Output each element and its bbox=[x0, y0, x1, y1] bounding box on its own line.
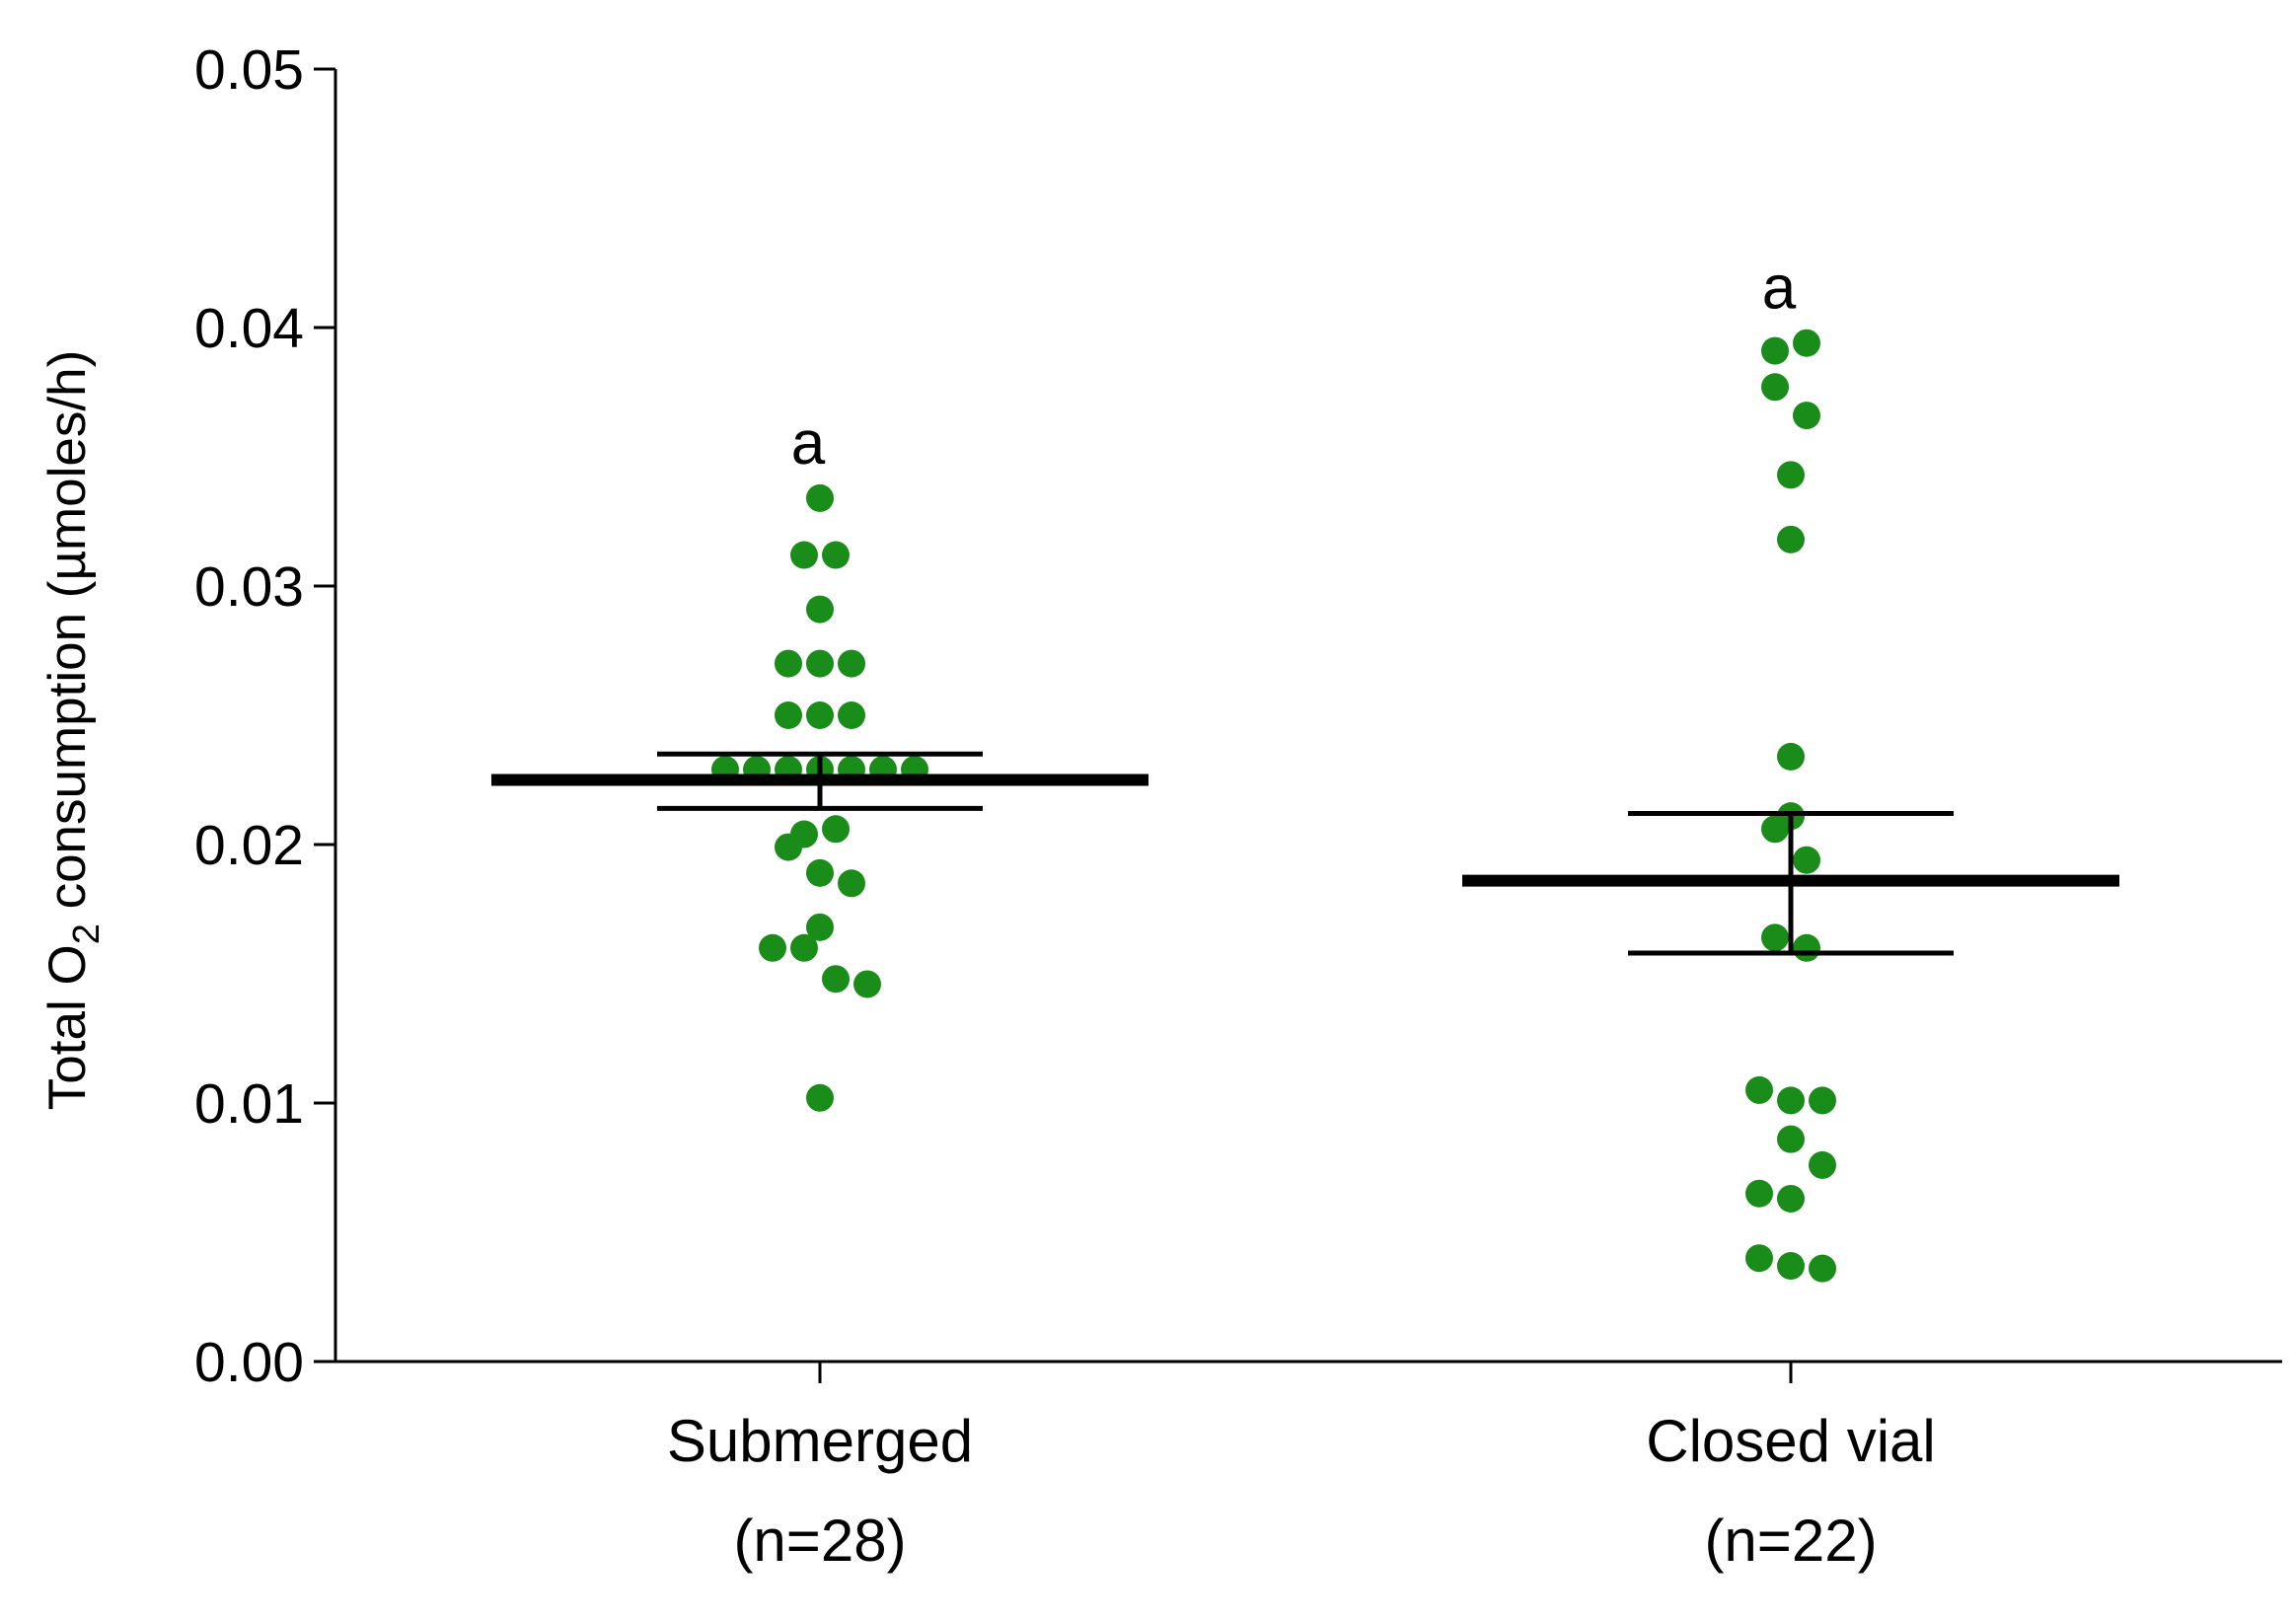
data-point bbox=[1761, 815, 1789, 844]
data-point bbox=[838, 649, 865, 678]
data-point bbox=[1777, 742, 1805, 771]
data-point bbox=[1809, 1254, 1836, 1283]
y-tick-label: 0.01 bbox=[194, 1072, 304, 1136]
data-point bbox=[1793, 402, 1820, 430]
data-point bbox=[790, 933, 818, 962]
data-point bbox=[1777, 1252, 1805, 1281]
data-point bbox=[1745, 1179, 1773, 1208]
data-point bbox=[1761, 373, 1789, 402]
data-point bbox=[853, 970, 881, 998]
data-point bbox=[775, 833, 802, 861]
data-point bbox=[838, 701, 865, 729]
data-point bbox=[838, 869, 865, 898]
category-labels: Submerged (n=28) Closed vial (n=22) bbox=[667, 1408, 1936, 1574]
data-point bbox=[806, 1083, 834, 1112]
data-point bbox=[822, 815, 850, 844]
mean-sem-bars: aa bbox=[491, 255, 2119, 956]
data-point bbox=[806, 858, 834, 887]
data-points bbox=[711, 329, 1836, 1283]
y-tick-label: 0.04 bbox=[194, 297, 304, 360]
x-axis-ticks bbox=[818, 1362, 1793, 1383]
significance-letter: a bbox=[1762, 255, 1797, 323]
data-point bbox=[1793, 329, 1820, 357]
data-point bbox=[1777, 1125, 1805, 1153]
significance-letter: a bbox=[791, 409, 826, 478]
data-point bbox=[806, 649, 834, 678]
data-point bbox=[1761, 923, 1789, 952]
data-point bbox=[1777, 1184, 1805, 1213]
y-axis-ticks: 0.00 0.01 0.02 0.03 0.04 0.05 bbox=[194, 38, 335, 1394]
category-label: Closed vial bbox=[1646, 1408, 1935, 1474]
data-point bbox=[1777, 1086, 1805, 1115]
category-n-label: (n=28) bbox=[733, 1508, 906, 1574]
data-point bbox=[822, 965, 850, 994]
data-point bbox=[1777, 461, 1805, 489]
data-point bbox=[1793, 846, 1820, 874]
data-point bbox=[775, 649, 802, 678]
y-tick-label: 0.05 bbox=[194, 38, 304, 102]
data-point bbox=[822, 541, 850, 569]
y-tick-label: 0.02 bbox=[194, 814, 304, 877]
y-tick-label: 0.00 bbox=[194, 1331, 304, 1394]
data-point bbox=[759, 933, 786, 962]
category-label: Submerged bbox=[667, 1408, 973, 1474]
data-point bbox=[1809, 1150, 1836, 1179]
data-point bbox=[1745, 1075, 1773, 1104]
data-point bbox=[1761, 336, 1789, 365]
data-point bbox=[806, 913, 834, 941]
data-point bbox=[1745, 1244, 1773, 1273]
data-point bbox=[1793, 933, 1820, 962]
data-point bbox=[806, 595, 834, 624]
data-point bbox=[806, 483, 834, 512]
data-point bbox=[1809, 1086, 1836, 1115]
data-point bbox=[1777, 525, 1805, 553]
data-point bbox=[775, 701, 802, 729]
data-point bbox=[790, 541, 818, 569]
data-point bbox=[806, 701, 834, 729]
y-tick-label: 0.03 bbox=[194, 555, 304, 619]
y-axis-label: Total O2 consumption (µmoles/h) bbox=[38, 350, 108, 1110]
category-n-label: (n=22) bbox=[1704, 1508, 1877, 1574]
axes bbox=[333, 69, 2282, 1364]
